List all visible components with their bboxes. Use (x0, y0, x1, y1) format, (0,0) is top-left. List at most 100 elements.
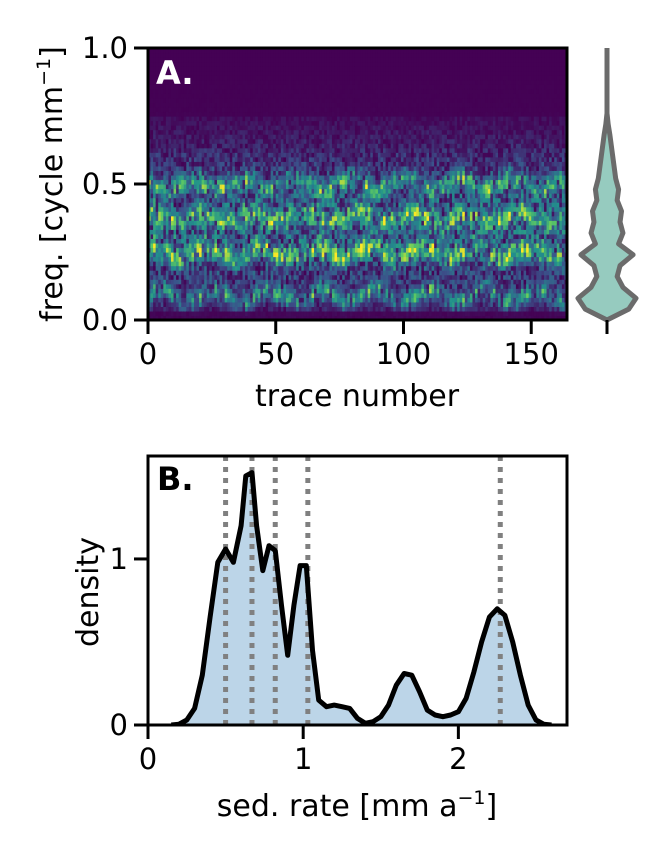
heatmap-cell (268, 197, 272, 203)
heatmap-cell (270, 315, 274, 320)
heatmap-cell (232, 84, 236, 90)
heatmap-cell (298, 138, 302, 144)
heatmap-cell (204, 48, 208, 54)
heatmap-cell (321, 202, 325, 208)
heatmap-cell (262, 120, 267, 126)
heatmap-cell (176, 152, 180, 158)
heatmap-cell (173, 306, 177, 312)
heatmap-cell (252, 93, 256, 99)
heatmap-cell (219, 242, 223, 249)
heatmap-cell (224, 143, 228, 149)
heatmap-cell (191, 147, 195, 153)
heatmap-cell (245, 306, 249, 312)
heatmap-cell (257, 292, 262, 298)
heatmap-cell (311, 57, 315, 63)
heatmap-cell (306, 52, 310, 58)
heatmap-cell (293, 174, 297, 181)
heatmap-cell (329, 174, 333, 181)
heatmap-cell (237, 120, 241, 126)
heatmap-cell (178, 106, 182, 113)
heatmap-cell (183, 233, 187, 239)
heatmap-cell (301, 202, 305, 208)
heatmap-cell (285, 88, 290, 94)
heatmap-cell (191, 247, 195, 253)
heatmap-cell (278, 165, 282, 171)
heatmap-cell (326, 274, 330, 280)
heatmap-cell (224, 310, 228, 317)
heatmap-cell (250, 224, 254, 230)
heatmap-cell (270, 111, 274, 117)
heatmap-cell (176, 134, 180, 140)
heatmap-cell (158, 143, 162, 149)
heatmap-cell (155, 66, 159, 72)
heatmap-cell (303, 306, 308, 312)
heatmap-cell (314, 52, 318, 58)
heatmap-cell (191, 61, 195, 67)
heatmap-cell (209, 215, 213, 221)
heatmap-cell (183, 306, 187, 312)
heatmap-cell (214, 147, 218, 153)
heatmap-cell (308, 147, 313, 153)
heatmap-cell (278, 310, 282, 317)
heatmap-cell (183, 283, 187, 289)
heatmap-cell (196, 152, 200, 158)
heatmap-cell (273, 188, 277, 194)
heatmap-cell (283, 120, 287, 126)
heatmap-cell (148, 66, 152, 72)
heatmap-cell (232, 283, 236, 289)
heatmap-cell (191, 252, 195, 258)
heatmap-cell (329, 61, 333, 67)
heatmap-cell (178, 70, 182, 76)
heatmap-cell (181, 315, 185, 320)
heatmap-cell (298, 184, 302, 190)
heatmap-cell (283, 247, 287, 253)
heatmap-cell (296, 288, 300, 294)
heatmap-cell (153, 188, 157, 194)
heatmap-cell (308, 233, 313, 239)
heatmap-cell (321, 188, 325, 194)
heatmap-cell (214, 111, 218, 117)
heatmap-cell (232, 197, 236, 203)
heatmap-cell (247, 106, 251, 113)
heatmap-cell (191, 174, 195, 181)
heatmap-cell (311, 125, 315, 131)
heatmap-cell (306, 75, 310, 81)
heatmap-cell (148, 84, 152, 90)
heatmap-cell (293, 197, 297, 203)
heatmap-cell (216, 274, 221, 280)
heatmap-cell (199, 310, 203, 317)
heatmap-cell (232, 93, 236, 99)
heatmap-cell (170, 66, 175, 72)
heatmap-cell (188, 224, 193, 230)
heatmap-cell (168, 174, 172, 181)
heatmap-cell (293, 288, 297, 294)
heatmap-cell (275, 174, 279, 181)
heatmap-cell (285, 238, 290, 244)
heatmap-cell (214, 229, 218, 235)
heatmap-cell (265, 57, 269, 63)
heatmap-cell (278, 270, 282, 276)
heatmap-cell (270, 256, 274, 262)
heatmap-cell (306, 310, 310, 317)
heatmap-cell (245, 283, 249, 289)
heatmap-cell (181, 79, 185, 85)
heatmap-cell (250, 202, 254, 208)
heatmap-cell (257, 238, 262, 244)
heatmap-cell (278, 156, 282, 162)
heatmap-cell (319, 220, 323, 226)
heatmap-cell (283, 170, 287, 176)
heatmap-cell (173, 211, 177, 217)
heatmap-cell (163, 206, 167, 212)
heatmap-cell (224, 116, 228, 122)
heatmap-cell (265, 238, 269, 244)
heatmap-cell (201, 156, 205, 162)
heatmap-cell (155, 252, 159, 258)
heatmap-cell (311, 79, 315, 85)
heatmap-cell (206, 242, 210, 249)
heatmap-cell (314, 197, 318, 203)
heatmap-cell (250, 156, 254, 162)
heatmap-cell (270, 129, 274, 135)
heatmap-cell (298, 111, 302, 117)
heatmap-cell (298, 147, 302, 153)
heatmap-cell (176, 188, 180, 194)
